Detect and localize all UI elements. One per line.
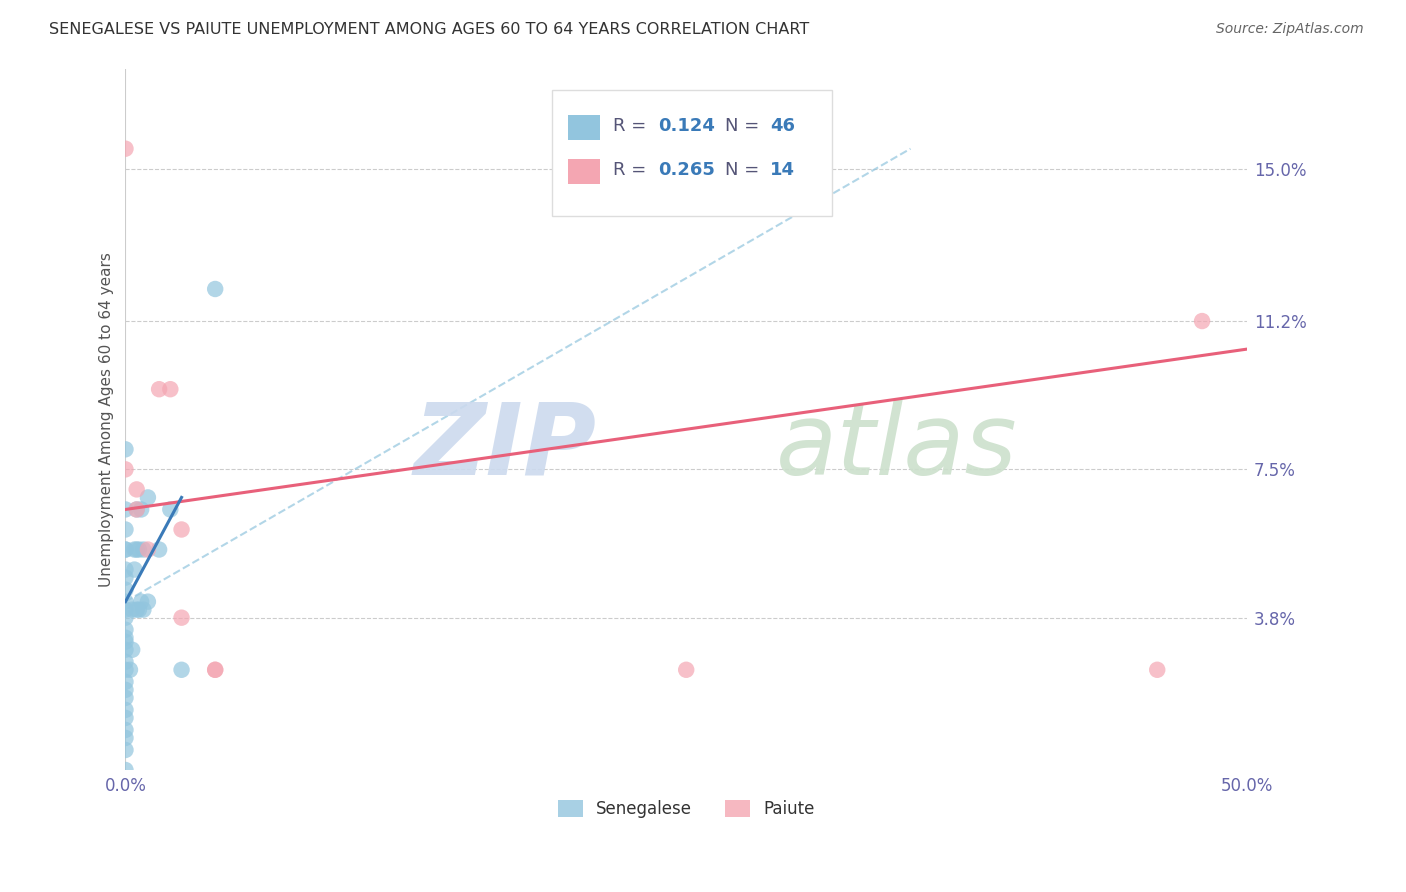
Point [114, 634, 136, 648]
FancyBboxPatch shape [551, 89, 832, 216]
Point [114, 442, 136, 457]
Point [114, 723, 136, 737]
Point [125, 502, 148, 516]
Point [204, 663, 226, 677]
Text: R =: R = [613, 117, 652, 135]
Point [136, 491, 159, 505]
Point [170, 610, 193, 624]
Point [129, 594, 152, 608]
Text: ZIP: ZIP [413, 399, 596, 496]
Point [114, 563, 136, 577]
Point [118, 663, 141, 677]
Point [136, 542, 159, 557]
Text: SENEGALESE VS PAIUTE UNEMPLOYMENT AMONG AGES 60 TO 64 YEARS CORRELATION CHART: SENEGALESE VS PAIUTE UNEMPLOYMENT AMONG … [49, 22, 810, 37]
Point [114, 690, 136, 705]
Point [114, 631, 136, 645]
Point [675, 663, 697, 677]
Point [114, 523, 136, 537]
Point [148, 542, 170, 557]
Point [125, 502, 148, 516]
Point [114, 655, 136, 669]
Point [124, 542, 146, 557]
Point [159, 502, 181, 516]
Text: 0.265: 0.265 [658, 161, 716, 179]
Text: N =: N = [725, 117, 765, 135]
Point [114, 763, 136, 777]
FancyBboxPatch shape [568, 114, 600, 140]
Legend: Senegalese, Paiute: Senegalese, Paiute [551, 793, 821, 825]
Point [128, 602, 150, 616]
Text: R =: R = [613, 161, 652, 179]
Point [204, 282, 226, 296]
Point [114, 610, 136, 624]
Point [114, 542, 136, 557]
Point [114, 582, 136, 597]
Point [1191, 314, 1213, 328]
Text: 0.124: 0.124 [658, 117, 716, 135]
Point [114, 663, 136, 677]
Text: 14: 14 [770, 161, 796, 179]
Point [204, 663, 226, 677]
Point [132, 542, 155, 557]
Point [114, 542, 136, 557]
Point [125, 602, 148, 616]
Point [170, 663, 193, 677]
Point [114, 743, 136, 757]
Point [114, 602, 136, 616]
Text: N =: N = [725, 161, 765, 179]
Point [148, 382, 170, 396]
Point [114, 594, 136, 608]
Point [129, 502, 152, 516]
Point [114, 682, 136, 697]
Point [114, 623, 136, 637]
Text: 46: 46 [770, 117, 796, 135]
Point [128, 542, 150, 557]
Y-axis label: Unemployment Among Ages 60 to 64 years: Unemployment Among Ages 60 to 64 years [100, 252, 114, 587]
Text: Source: ZipAtlas.com: Source: ZipAtlas.com [1216, 22, 1364, 37]
Point [124, 563, 146, 577]
Point [125, 542, 148, 557]
Point [114, 502, 136, 516]
Point [159, 382, 181, 396]
Point [114, 674, 136, 689]
Point [114, 571, 136, 585]
Point [136, 594, 159, 608]
Text: atlas: atlas [776, 399, 1018, 496]
Point [114, 642, 136, 657]
Point [1146, 663, 1168, 677]
Point [121, 642, 143, 657]
FancyBboxPatch shape [568, 159, 600, 185]
Point [114, 142, 136, 156]
Point [114, 731, 136, 745]
Point [114, 703, 136, 717]
Point [132, 602, 155, 616]
Point [121, 602, 143, 616]
Point [114, 711, 136, 725]
Point [125, 483, 148, 497]
Point [170, 523, 193, 537]
Point [114, 462, 136, 476]
